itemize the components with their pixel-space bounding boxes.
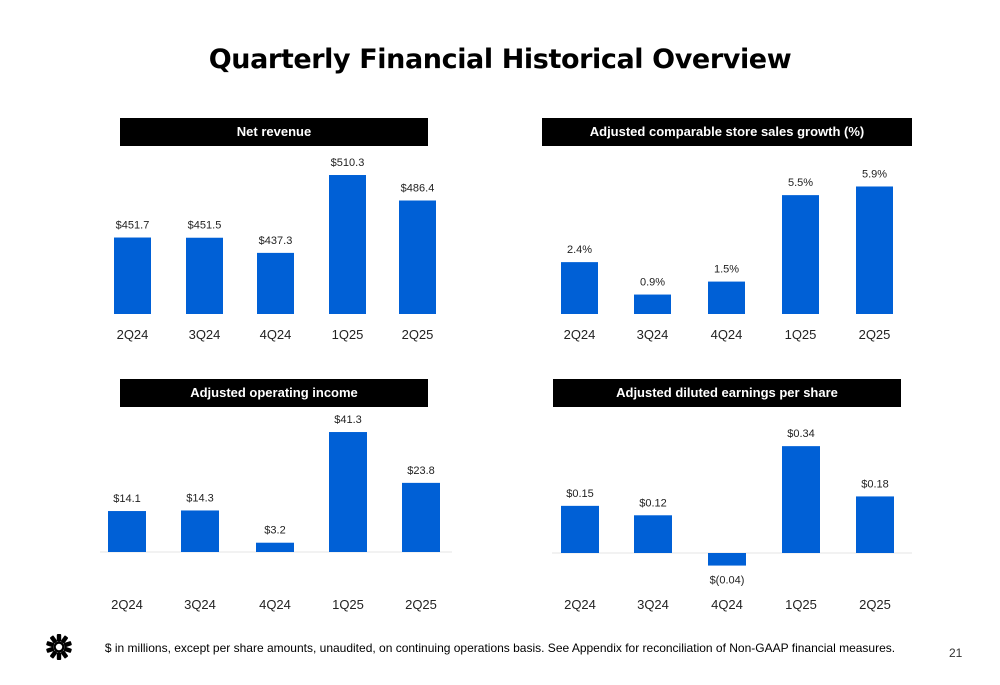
data-label: $0.34 — [787, 428, 815, 440]
x-tick-label: 3Q24 — [637, 327, 669, 342]
x-tick-label: 1Q25 — [332, 597, 364, 612]
data-label: $0.15 — [566, 488, 594, 500]
bar-2q25 — [402, 482, 440, 552]
x-tick-label: 2Q25 — [859, 597, 891, 612]
data-label: $486.4 — [401, 183, 435, 195]
bar-3q24 — [634, 515, 672, 553]
x-tick-label: 3Q24 — [184, 597, 216, 612]
bar-3q24 — [634, 294, 671, 314]
data-label: $23.8 — [407, 465, 435, 477]
data-label: $14.3 — [186, 492, 214, 504]
bar-2q25 — [856, 186, 893, 314]
data-label: $41.3 — [334, 414, 362, 426]
data-label: $14.1 — [113, 493, 141, 505]
data-label: $0.12 — [639, 497, 667, 509]
page-number: 21 — [949, 646, 963, 660]
bar-4q24 — [256, 542, 294, 552]
bar-2q24 — [114, 237, 151, 314]
eps-header: Adjusted diluted earnings per share — [553, 379, 901, 407]
data-label: 5.5% — [788, 177, 813, 189]
footnote: $ in millions, except per share amounts,… — [104, 641, 896, 655]
data-label: $(0.04) — [710, 575, 745, 587]
bar-1q25 — [329, 175, 366, 314]
page-title: Quarterly Financial Historical Overview — [208, 44, 792, 75]
x-tick-label: 3Q24 — [189, 327, 221, 342]
x-tick-label: 2Q24 — [564, 327, 596, 342]
x-tick-label: 2Q25 — [405, 597, 437, 612]
x-tick-label: 4Q24 — [711, 327, 743, 342]
data-label: $0.18 — [861, 478, 889, 490]
x-tick-label: 4Q24 — [259, 597, 291, 612]
bar-4q24 — [257, 252, 294, 314]
data-label: 2.4% — [567, 244, 592, 256]
net-revenue-header: Net revenue — [120, 118, 428, 146]
data-label: $3.2 — [264, 525, 285, 537]
x-tick-label: 2Q25 — [402, 327, 434, 342]
x-tick-label: 2Q24 — [564, 597, 596, 612]
data-label: $510.3 — [331, 157, 365, 169]
data-label: $451.7 — [116, 220, 150, 232]
bar-4q24 — [708, 553, 746, 566]
x-tick-label: 3Q24 — [637, 597, 669, 612]
x-tick-label: 1Q25 — [332, 327, 364, 342]
bar-3q24 — [186, 237, 223, 314]
x-tick-label: 2Q25 — [859, 327, 891, 342]
x-tick-label: 2Q24 — [111, 597, 143, 612]
bar-2q24 — [561, 505, 599, 553]
bar-1q25 — [782, 195, 819, 314]
data-label: $437.3 — [259, 235, 293, 247]
bar-1q25 — [782, 446, 820, 553]
x-tick-label: 2Q24 — [117, 327, 149, 342]
bar-3q24 — [181, 510, 219, 552]
data-label: 0.9% — [640, 277, 665, 289]
data-label: $451.5 — [188, 220, 222, 232]
starburst-logo-icon — [46, 634, 72, 660]
x-tick-label: 4Q24 — [260, 327, 292, 342]
bar-2q25 — [856, 496, 894, 553]
data-label: 1.5% — [714, 264, 739, 276]
bar-2q24 — [108, 511, 146, 552]
bar-4q24 — [708, 281, 745, 314]
bar-1q25 — [329, 432, 367, 552]
comp-sales-header: Adjusted comparable store sales growth (… — [542, 118, 912, 146]
bar-2q25 — [399, 200, 436, 314]
data-label: 5.9% — [862, 168, 887, 180]
x-tick-label: 4Q24 — [711, 597, 743, 612]
bar-2q24 — [561, 262, 598, 314]
x-tick-label: 1Q25 — [785, 327, 817, 342]
x-tick-label: 1Q25 — [785, 597, 817, 612]
operating-income-header: Adjusted operating income — [120, 379, 428, 407]
